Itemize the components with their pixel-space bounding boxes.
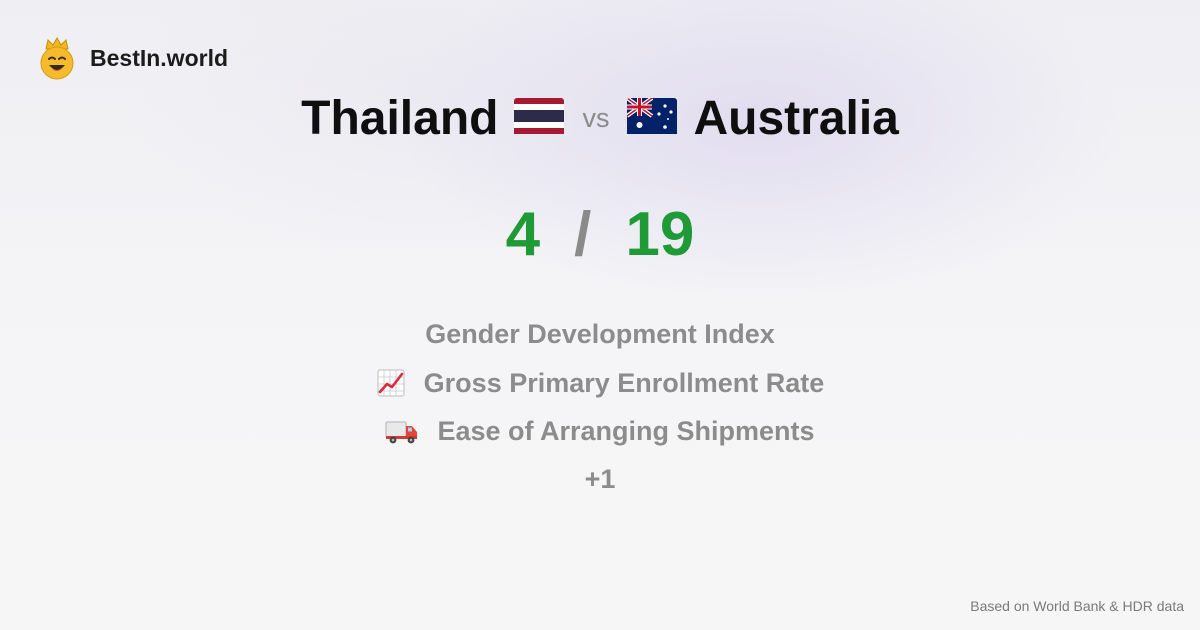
thailand-flag-icon [514,97,565,139]
crown-smiley-icon [40,36,74,80]
metric-item[interactable]: Gender Development Index [0,316,1200,352]
country-a-name[interactable]: Thailand [301,91,499,145]
metric-label: Ease of Arranging Shipments [437,415,815,446]
vs-label: vs [582,102,610,133]
brand-name: BestIn.world [90,44,229,71]
more-metrics[interactable]: +1 [0,461,1200,497]
score-a: 4 [505,199,541,269]
more-count: +1 [584,463,616,494]
score-display: 4 / 19 [0,196,1200,272]
metric-label: Gender Development Index [425,318,775,349]
score-separator: / [574,199,592,269]
metric-label: Gross Primary Enrollment Rate [423,367,825,398]
brand-logo[interactable]: BestIn.world [38,36,228,80]
australia-flag-icon [627,97,678,139]
comparison-title: Thailand vs Australia [0,88,1200,148]
score-b: 19 [625,199,695,269]
metric-item[interactable]: Gross Primary Enrollment Rate [0,365,1200,401]
footer-source: Based on World Bank & HDR data [970,598,1184,614]
chart-increasing-icon [377,369,405,397]
delivery-truck-icon [385,421,418,444]
country-b-name[interactable]: Australia [693,91,899,145]
metric-item[interactable]: Ease of Arranging Shipments [0,413,1200,449]
